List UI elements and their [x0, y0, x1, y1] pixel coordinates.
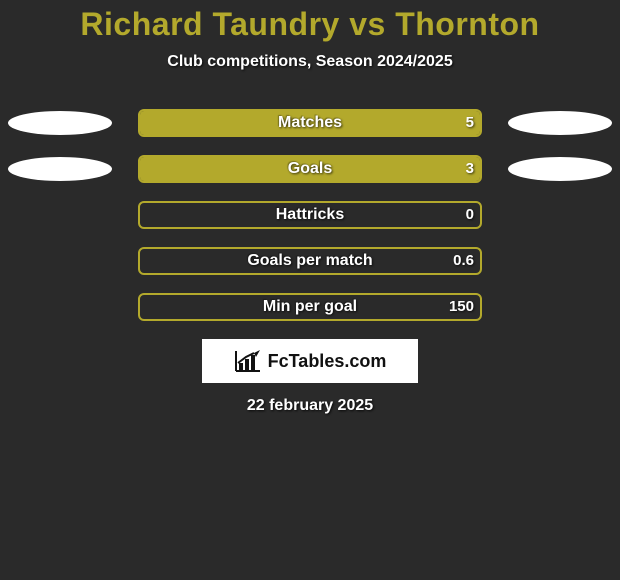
stat-row: Goals per match0.6	[0, 247, 620, 275]
bar-track	[138, 109, 482, 137]
brand-text: FcTables.com	[268, 351, 387, 372]
bar-fill	[140, 111, 480, 135]
bar-track	[138, 155, 482, 183]
brand-inner: FcTables.com	[234, 349, 387, 373]
page-title: Richard Taundry vs Thornton	[0, 0, 620, 43]
title-vs: vs	[349, 6, 386, 42]
stat-row: Goals3	[0, 155, 620, 183]
title-player2: Thornton	[395, 6, 539, 42]
stat-rows: Matches5 Goals3 Hattricks0 Goals per match0…	[0, 109, 620, 321]
brand-box: FcTables.com	[202, 339, 418, 383]
stat-row: Hattricks0	[0, 201, 620, 229]
subtitle: Club competitions, Season 2024/2025	[0, 53, 620, 71]
bar-track	[138, 293, 482, 321]
left-ellipse	[8, 111, 112, 135]
right-ellipse	[508, 111, 612, 135]
bar-track	[138, 247, 482, 275]
date-text: 22 february 2025	[0, 397, 620, 415]
stat-row: Matches5	[0, 109, 620, 137]
bar-track	[138, 201, 482, 229]
stat-row: Min per goal150	[0, 293, 620, 321]
brand-chart-icon	[234, 349, 262, 373]
bar-fill	[140, 157, 480, 181]
title-player1: Richard Taundry	[80, 6, 339, 42]
left-ellipse	[8, 157, 112, 181]
right-ellipse	[508, 157, 612, 181]
